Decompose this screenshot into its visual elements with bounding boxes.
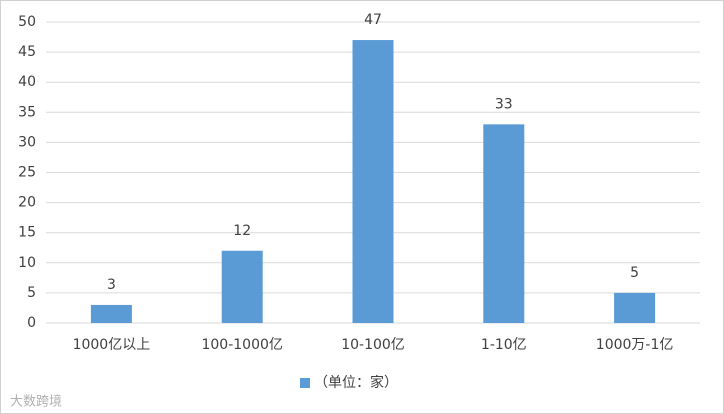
data-label: 12 xyxy=(233,223,251,239)
x-tick-label: 1000万-1亿 xyxy=(596,337,674,353)
y-tick-label: 20 xyxy=(18,195,36,211)
y-tick-label: 40 xyxy=(18,74,36,90)
y-tick-label: 45 xyxy=(18,44,36,60)
bar xyxy=(614,292,656,323)
y-tick-label: 0 xyxy=(27,315,36,331)
bar xyxy=(90,304,132,323)
data-label: 3 xyxy=(107,277,116,293)
y-tick-label: 35 xyxy=(18,104,36,120)
x-tick-label: 10-100亿 xyxy=(341,337,405,353)
y-tick-label: 30 xyxy=(18,134,36,150)
y-tick-label: 5 xyxy=(27,285,36,301)
bar xyxy=(221,250,263,323)
legend-label: （单位：家） xyxy=(314,374,398,391)
x-tick-label: 1000亿以上 xyxy=(73,337,151,353)
legend-swatch xyxy=(300,378,310,388)
bar xyxy=(352,40,394,324)
y-tick-label: 25 xyxy=(18,165,36,181)
y-tick-label: 10 xyxy=(18,255,36,271)
y-tick-label: 50 xyxy=(18,14,36,30)
x-tick-label: 1-10亿 xyxy=(481,337,527,353)
y-tick-label: 15 xyxy=(18,225,36,241)
bar xyxy=(483,124,525,323)
data-label: 5 xyxy=(630,265,639,281)
data-label: 47 xyxy=(364,12,382,28)
x-tick-label: 100-1000亿 xyxy=(201,337,282,353)
watermark: 大数跨境 xyxy=(10,395,62,410)
data-label: 33 xyxy=(495,96,513,112)
